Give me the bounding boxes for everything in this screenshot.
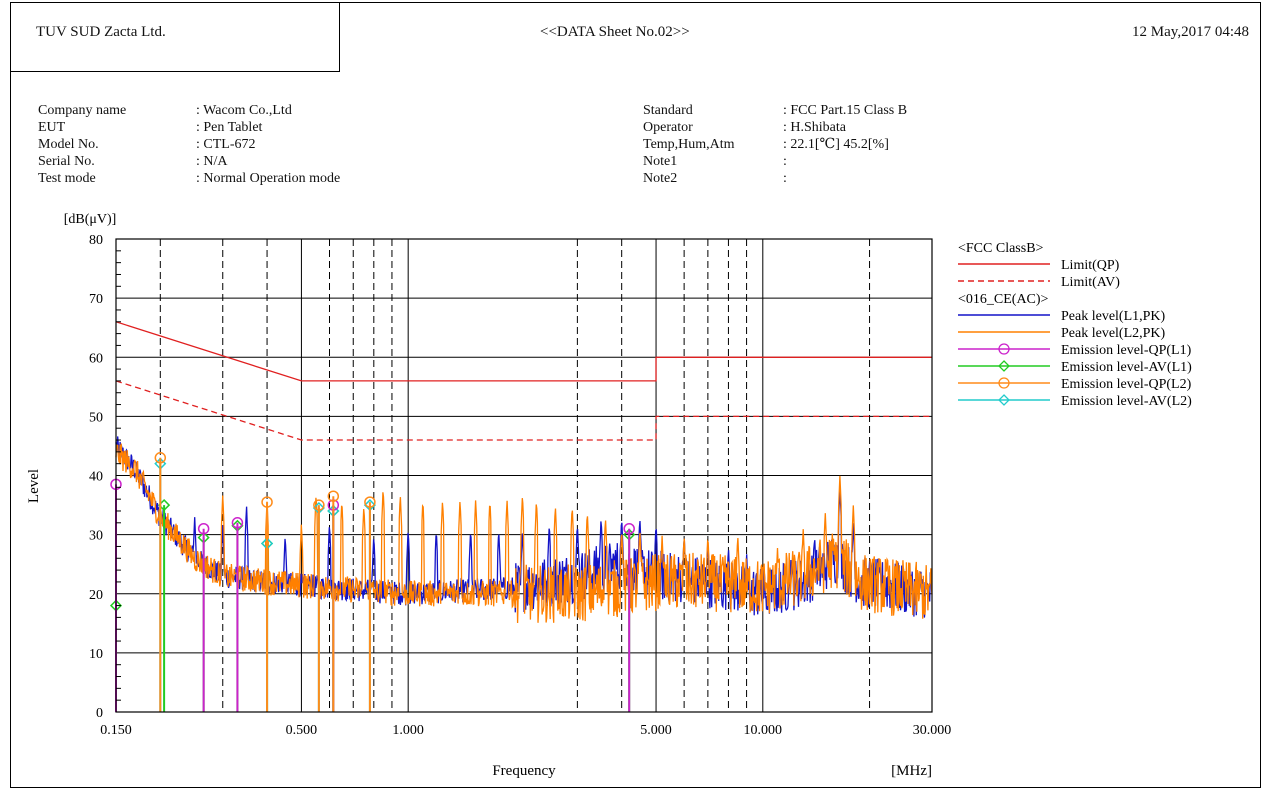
emission-qp-l1-marker <box>197 522 210 535</box>
legend-label-peak_l1: Peak level(L1,PK) <box>1061 309 1166 324</box>
y-tick-label: 80 <box>89 233 103 248</box>
legend-label-limit_av: Limit(AV) <box>1061 275 1120 290</box>
info-label: Temp,Hum,Atm <box>643 137 735 152</box>
info-label: Operator <box>643 120 693 135</box>
x-axis-unit: [MHz] <box>891 763 932 779</box>
x-axis-label: Frequency <box>492 763 556 779</box>
legend-label-qp_l1: Emission level-QP(L1) <box>1061 343 1192 358</box>
y-axis-unit: [dB(μV)] <box>64 212 117 227</box>
peak-level-l2-line <box>115 443 933 624</box>
y-tick-label: 70 <box>89 292 103 307</box>
chart-legend: <FCC ClassB> Limit(QP) Limit(AV) <016_CE(AC… <box>958 241 1192 409</box>
legend-group-title: <FCC ClassB> <box>958 241 1044 256</box>
legend-marker-qp_l1 <box>998 343 1010 355</box>
info-value: : <box>783 171 787 186</box>
emission-qp-l2-marker <box>154 452 167 464</box>
info-row-serial: Serial No. : N/A <box>38 153 340 170</box>
emission-qp-l2-marker <box>313 499 325 511</box>
info-row-test-mode: Test mode : Normal Operation mode <box>38 170 340 187</box>
y-tick-label: 50 <box>89 410 103 425</box>
info-label: Note1 <box>643 154 678 169</box>
eut-info-block: Company name : Wacom Co.,Ltd EUT : Pen T… <box>38 102 340 187</box>
emission-qp-l2-marker <box>261 496 273 508</box>
chart-data-layer <box>109 321 933 712</box>
sheet-title: <<DATA Sheet No.02>> <box>540 24 690 40</box>
info-label: Model No. <box>38 137 99 152</box>
plot-frame <box>115 238 933 713</box>
legend-label-qp_l2: Emission level-QP(L2) <box>1061 377 1192 392</box>
info-row-note2: Note2 : <box>643 170 907 187</box>
info-row-note1: Note1 : <box>643 153 907 170</box>
info-label: Company name <box>38 103 127 118</box>
info-row-standard: Standard : FCC Part.15 Class B <box>643 102 907 119</box>
legend-label-limit_qp: Limit(QP) <box>1061 258 1120 273</box>
emission-qp-l2-marker <box>364 496 376 508</box>
y-tick-label: 0 <box>96 706 103 721</box>
info-value: : Pen Tablet <box>196 120 263 135</box>
info-row-model: Model No. : CTL-672 <box>38 136 340 153</box>
legend-label-peak_l2: Peak level(L2,PK) <box>1061 326 1166 341</box>
y-tick-label: 60 <box>89 351 103 366</box>
x-tick-label: 1.000 <box>392 723 424 738</box>
emission-qp-l1-marker <box>231 517 244 529</box>
info-row-company: Company name : Wacom Co.,Ltd <box>38 102 340 119</box>
info-row-operator: Operator : H.Shibata <box>643 119 907 136</box>
emission-qp-l1-marker <box>623 522 635 535</box>
x-tick-label: 30.000 <box>913 723 952 738</box>
x-tick-label: 10.000 <box>744 723 783 738</box>
info-label: Standard <box>643 103 693 118</box>
y-tick-label: 40 <box>89 470 103 485</box>
test-info-block: Standard : FCC Part.15 Class B Operator … <box>643 102 907 187</box>
x-tick-label: 0.500 <box>286 723 318 738</box>
y-axis-label: Level <box>26 469 42 503</box>
info-row-eut: EUT : Pen Tablet <box>38 119 340 136</box>
company-box <box>10 2 340 72</box>
info-value: : FCC Part.15 Class B <box>783 103 908 118</box>
info-label: Test mode <box>38 171 96 186</box>
legend-label-av_l1: Emission level-AV(L1) <box>1061 360 1192 375</box>
info-value: : Normal Operation mode <box>196 171 341 186</box>
y-tick-label: 30 <box>89 529 103 544</box>
info-value: : 22.1[℃] 45.2[%] <box>783 137 889 152</box>
chart-ticks: 0 10 20 30 40 50 60 70 80 0.150 0.500 1.000 5.000 10.… <box>89 233 951 738</box>
emission-qp-l2-marker <box>327 490 340 502</box>
sheet-datetime: 12 May,2017 04:48 <box>1132 24 1249 40</box>
x-tick-label: 0.150 <box>100 723 132 738</box>
company-name: TUV SUD Zacta Ltd. <box>36 24 166 40</box>
legend-marker-av_l2 <box>998 394 1010 406</box>
info-value: : N/A <box>196 154 228 169</box>
x-tick-label: 5.000 <box>640 723 672 738</box>
info-value: : CTL-672 <box>196 137 256 152</box>
legend-marker-qp_l2 <box>998 377 1010 389</box>
info-label: EUT <box>38 120 66 135</box>
legend-marker-av_l1 <box>998 360 1010 372</box>
info-value: : H.Shibata <box>783 120 846 135</box>
info-label: Note2 <box>643 171 678 186</box>
y-tick-label: 20 <box>89 588 103 603</box>
info-value: : <box>783 154 787 169</box>
limit-av-line <box>115 380 932 441</box>
legend-label-av_l2: Emission level-AV(L2) <box>1061 394 1192 409</box>
info-label: Serial No. <box>38 154 95 169</box>
info-value: : Wacom Co.,Ltd <box>196 103 292 118</box>
limit-qp-line <box>115 321 932 382</box>
data-sheet-frame <box>10 2 1261 788</box>
legend-group-title: <016_CE(AC)> <box>958 292 1049 307</box>
y-tick-label: 10 <box>89 647 103 662</box>
info-row-temp: Temp,Hum,Atm : 22.1[℃] 45.2[%] <box>643 136 907 153</box>
